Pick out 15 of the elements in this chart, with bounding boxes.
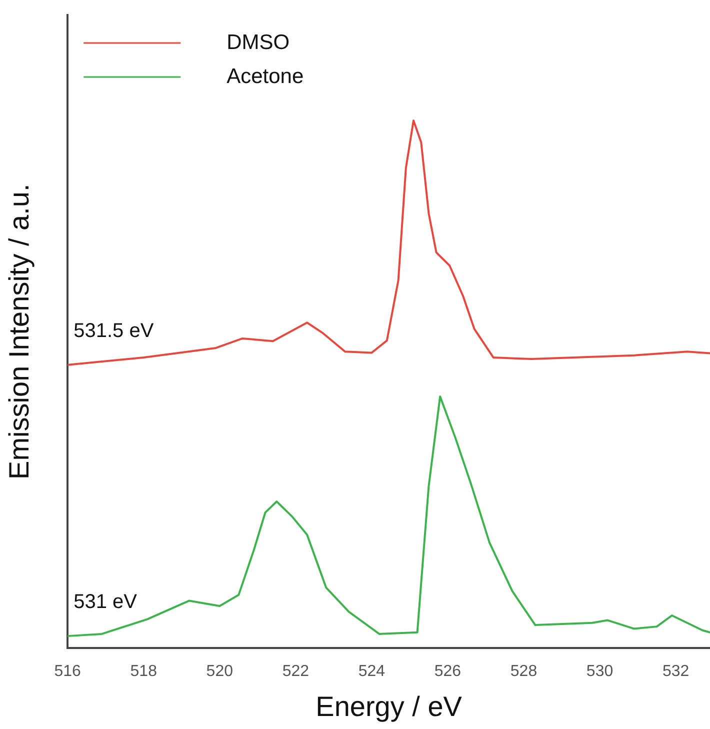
x-tick-label: 526 bbox=[434, 663, 462, 680]
x-tick-label: 524 bbox=[358, 663, 386, 680]
y-axis-title: Emission Intensity / a.u. bbox=[4, 184, 35, 480]
x-tick-label: 520 bbox=[206, 663, 234, 680]
x-axis-title: Energy / eV bbox=[316, 690, 462, 722]
x-tick-label: 528 bbox=[510, 663, 538, 680]
x-tick-label: 518 bbox=[130, 663, 158, 680]
legend-label: DMSO bbox=[226, 30, 290, 54]
x-tick-label: 516 bbox=[54, 663, 82, 680]
x-tick-label: 532 bbox=[662, 663, 690, 680]
annotation: 531.5 eV bbox=[74, 320, 154, 342]
annotation: 531 eV bbox=[74, 591, 138, 614]
legend-label: Acetone bbox=[226, 64, 304, 88]
x-tick-label: 530 bbox=[586, 663, 614, 680]
x-tick-label: 522 bbox=[282, 663, 310, 680]
